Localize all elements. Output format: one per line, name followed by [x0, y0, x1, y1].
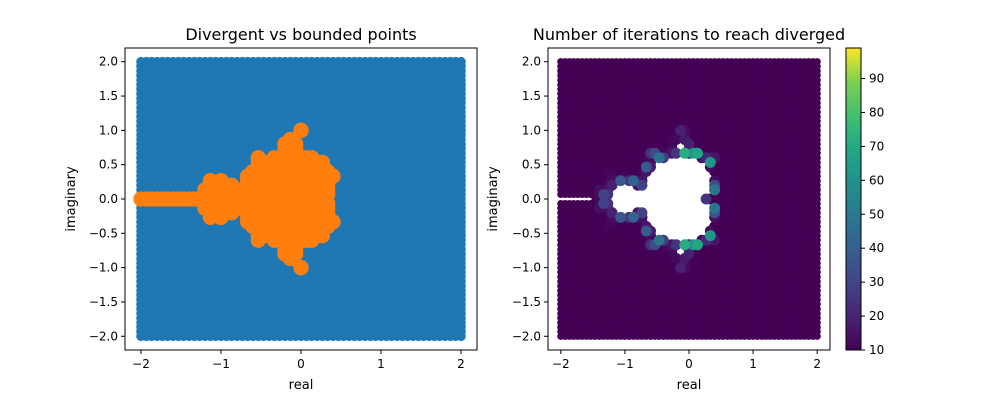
y-tick-label: −0.5 [89, 226, 118, 240]
y-tick-label: −2.0 [89, 329, 118, 343]
iterations-scatter-panel: Number of iterations to reach diverged −… [486, 25, 845, 393]
chart-title: Number of iterations to reach diverged [533, 25, 845, 44]
y-tick-label: 0.0 [99, 192, 118, 206]
divergent-point [456, 56, 466, 67]
y-tick-label: 0.5 [99, 158, 118, 172]
x-tick-label: −2 [132, 357, 150, 371]
x-tick-label: 2 [457, 357, 465, 371]
bounded-point [287, 136, 304, 152]
x-axis: −2 −1 0 1 2 [132, 350, 465, 371]
y-tick-label: 2.0 [99, 55, 118, 69]
plot-area [133, 56, 466, 342]
y-tick-label: 1.5 [99, 89, 118, 103]
bounded-point [325, 168, 341, 184]
x-tick-label: 0 [297, 357, 305, 371]
bounded-point [293, 259, 309, 276]
y-tick-label: −1.5 [89, 295, 118, 309]
y-tick-label: 1.0 [99, 123, 118, 137]
x-tick-label: −1 [212, 357, 230, 371]
x-tick-label: 1 [377, 357, 385, 371]
plot-area [557, 58, 821, 340]
y-axis-label: imaginary [64, 166, 79, 232]
x-axis-label: real [289, 378, 314, 393]
bounded-point [293, 122, 309, 139]
bounded-point [325, 214, 341, 230]
y-tick-label: −1.0 [89, 261, 118, 275]
y-axis: −2.0 −1.5 −1.0 −0.5 0.0 0.5 1.0 1.5 2.0 [89, 55, 125, 343]
iteration-point [813, 58, 821, 66]
chart-title: Divergent vs bounded points [185, 25, 416, 44]
divergence-scatter-panel: Divergent vs bounded points −2 −1 0 1 2 −2.0… [64, 25, 478, 393]
